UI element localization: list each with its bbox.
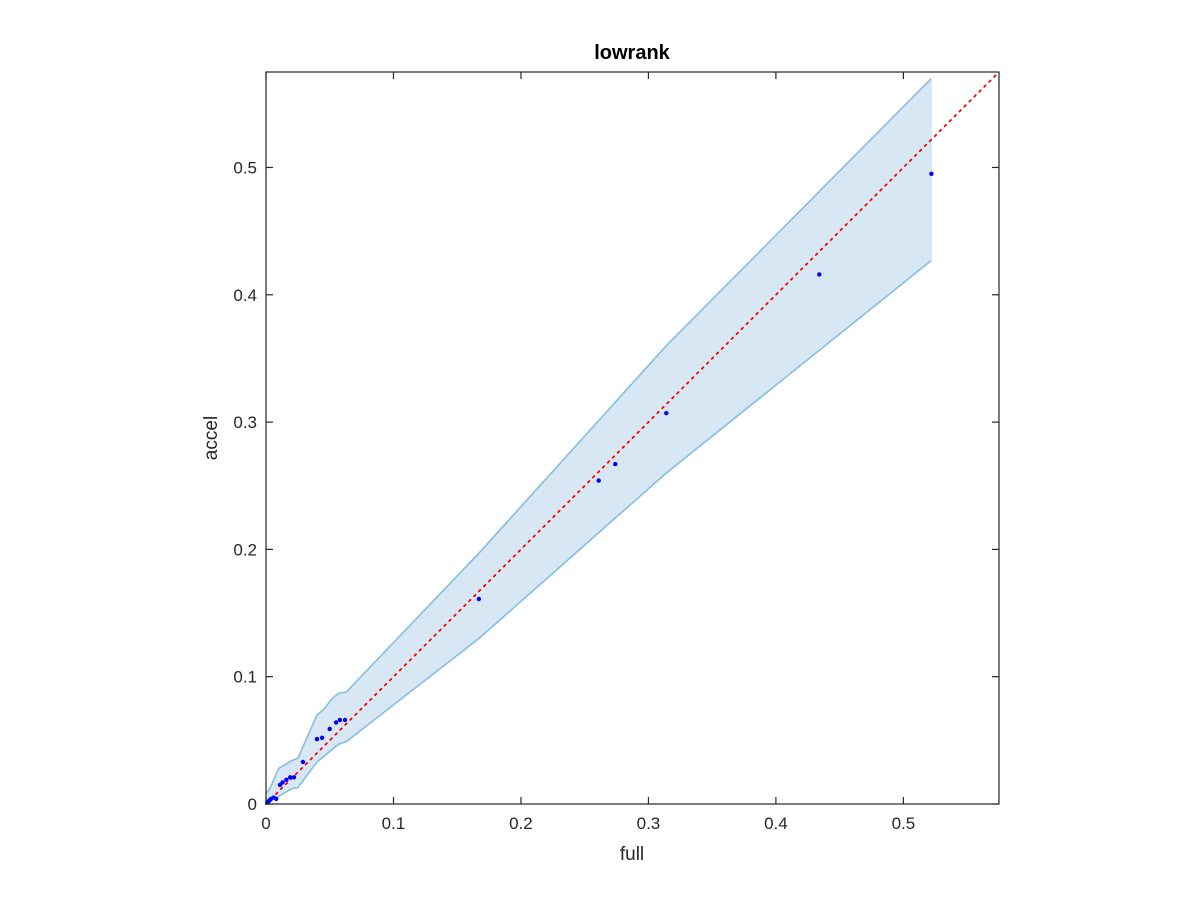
- data-point: [337, 717, 343, 723]
- reference-line: [265, 71, 1000, 805]
- chart-title: lowrank: [594, 42, 670, 64]
- x-tick-label: 0.2: [509, 814, 533, 833]
- x-tick-label: 0.5: [892, 814, 916, 833]
- x-axis-label: full: [620, 844, 644, 865]
- data-point: [319, 735, 325, 740]
- data-point: [284, 777, 289, 782]
- data-point: [613, 461, 618, 467]
- plot-area: 0 0.1 0.2 0.3 0.4 0.5 0 0.1 0.2 0.3 0.4 0.5: [233, 71, 1000, 833]
- y-tick-label: 0.1: [233, 668, 257, 687]
- data-point: [288, 775, 293, 780]
- x-tick-label: 0: [261, 814, 270, 833]
- data-point: [817, 272, 822, 277]
- band-lower-line: [265, 259, 932, 805]
- data-point: [929, 171, 934, 176]
- data-point: [596, 478, 601, 483]
- data-point: [274, 796, 279, 802]
- band-upper-line: [265, 77, 932, 795]
- y-tick-label: 0.4: [233, 286, 257, 305]
- data-point: [342, 717, 348, 723]
- data-point: [300, 759, 306, 765]
- y-tick-label: 0: [248, 795, 257, 814]
- y-tick-label: 0.2: [233, 540, 257, 559]
- data-point: [280, 780, 285, 785]
- data-point: [314, 736, 320, 742]
- data-point: [664, 411, 669, 416]
- confidence-band-fill: [266, 78, 932, 804]
- x-tick-label: 0.4: [764, 814, 788, 833]
- y-axis-label: accel: [201, 416, 222, 460]
- y-tick-label: 0.3: [233, 413, 257, 432]
- data-point: [291, 775, 297, 780]
- x-tick-label: 0.1: [382, 814, 406, 833]
- y-tick-label: 0.5: [233, 158, 257, 177]
- axes-box: [265, 71, 1000, 805]
- x-tick-label: 0.3: [637, 814, 661, 833]
- data-point: [476, 596, 482, 602]
- data-point: [333, 720, 339, 725]
- data-point: [327, 726, 332, 732]
